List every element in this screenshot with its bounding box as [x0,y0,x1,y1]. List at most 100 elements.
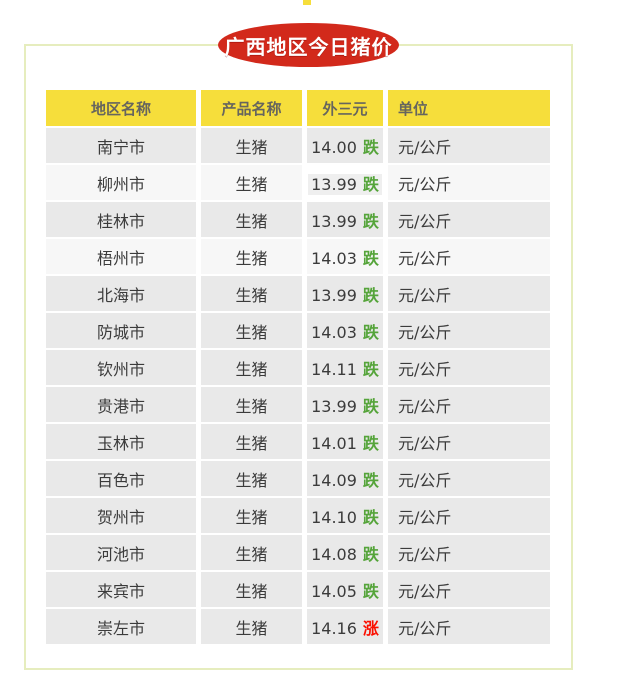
price-number: 14.08 [311,544,357,564]
price-value: 14.08 跌 [311,545,379,564]
product-cell: 生猪 [201,165,302,200]
price-value: 14.10 跌 [311,508,379,527]
price-table: 地区名称 产品名称 外三元 单位 南宁市 生猪 14.00 跌元/公斤 柳州市 生猪 13.99 跌… [41,88,555,646]
region-cell: 北海市 [46,276,196,311]
table-row: 柳州市 生猪 13.99 跌元/公斤 [46,165,550,200]
table-row: 钦州市 生猪 14.11 跌元/公斤 [46,350,550,385]
region-cell: 贺州市 [46,498,196,533]
unit-cell: 元/公斤 [388,276,550,311]
price-value: 13.99 跌 [308,173,382,195]
table-row: 桂林市 生猪 13.99 跌元/公斤 [46,202,550,237]
price-cell: 14.05 跌 [307,572,383,607]
region-cell: 崇左市 [46,609,196,644]
price-number: 14.03 [311,322,357,342]
trend-down-label: 跌 [362,248,379,268]
trend-down-label: 跌 [362,211,379,231]
trend-down-label: 跌 [362,507,379,527]
table-row: 贺州市 生猪 14.10 跌元/公斤 [46,498,550,533]
product-cell: 生猪 [201,498,302,533]
price-value: 13.99 跌 [311,212,379,231]
unit-cell: 元/公斤 [388,239,550,274]
column-header: 地区名称 [46,90,196,126]
price-value: 14.03 跌 [311,249,379,268]
region-cell: 河池市 [46,535,196,570]
unit-cell: 元/公斤 [388,424,550,459]
price-value: 14.09 跌 [311,471,379,490]
table-row: 防城市 生猪 14.03 跌元/公斤 [46,313,550,348]
top-marker-dot [303,0,311,5]
unit-cell: 元/公斤 [388,461,550,496]
price-value: 14.03 跌 [311,323,379,342]
trend-down-label: 跌 [362,322,379,342]
trend-down-label: 跌 [362,174,379,194]
table-row: 梧州市 生猪 14.03 跌元/公斤 [46,239,550,274]
region-cell: 百色市 [46,461,196,496]
price-number: 14.00 [311,137,357,157]
price-cell: 13.99 跌 [307,165,383,200]
product-cell: 生猪 [201,239,302,274]
column-header: 外三元 [307,90,383,126]
price-cell: 13.99 跌 [307,387,383,422]
trend-down-label: 跌 [362,433,379,453]
unit-cell: 元/公斤 [388,128,550,163]
price-cell: 14.00 跌 [307,128,383,163]
product-cell: 生猪 [201,387,302,422]
column-header: 单位 [388,90,550,126]
product-cell: 生猪 [201,572,302,607]
price-value: 13.99 跌 [311,286,379,305]
trend-down-label: 跌 [362,359,379,379]
region-cell: 钦州市 [46,350,196,385]
price-value: 13.99 跌 [311,397,379,416]
trend-down-label: 跌 [362,396,379,416]
product-cell: 生猪 [201,128,302,163]
price-cell: 14.11 跌 [307,350,383,385]
product-cell: 生猪 [201,276,302,311]
price-number: 14.16 [311,618,357,638]
trend-down-label: 跌 [362,581,379,601]
unit-cell: 元/公斤 [388,350,550,385]
price-number: 14.10 [311,507,357,527]
price-value: 14.11 跌 [311,360,379,379]
table-row: 崇左市 生猪 14.16 涨元/公斤 [46,609,550,644]
table-row: 北海市 生猪 13.99 跌元/公斤 [46,276,550,311]
table-row: 河池市 生猪 14.08 跌元/公斤 [46,535,550,570]
product-cell: 生猪 [201,202,302,237]
region-cell: 梧州市 [46,239,196,274]
product-cell: 生猪 [201,313,302,348]
table-header-row: 地区名称 产品名称 外三元 单位 [46,90,550,126]
price-cell: 14.09 跌 [307,461,383,496]
unit-cell: 元/公斤 [388,609,550,644]
price-cell: 13.99 跌 [307,202,383,237]
region-cell: 玉林市 [46,424,196,459]
price-value: 14.05 跌 [311,582,379,601]
price-cell: 14.01 跌 [307,424,383,459]
unit-cell: 元/公斤 [388,202,550,237]
trend-down-label: 跌 [362,137,379,157]
title-badge: 广西地区今日猪价 [218,23,399,67]
price-number: 14.01 [311,433,357,453]
price-number: 13.99 [311,174,357,194]
price-value: 14.01 跌 [311,434,379,453]
price-cell: 14.03 跌 [307,313,383,348]
unit-cell: 元/公斤 [388,498,550,533]
table-row: 贵港市 生猪 13.99 跌元/公斤 [46,387,550,422]
price-cell: 13.99 跌 [307,276,383,311]
region-cell: 南宁市 [46,128,196,163]
product-cell: 生猪 [201,350,302,385]
product-cell: 生猪 [201,461,302,496]
price-cell: 14.03 跌 [307,239,383,274]
price-cell: 14.08 跌 [307,535,383,570]
trend-down-label: 跌 [362,285,379,305]
trend-down-label: 跌 [362,544,379,564]
page-title: 广西地区今日猪价 [224,34,393,59]
column-header: 产品名称 [201,90,302,126]
region-cell: 来宾市 [46,572,196,607]
price-value: 14.16 涨 [311,619,379,638]
region-cell: 桂林市 [46,202,196,237]
region-cell: 防城市 [46,313,196,348]
product-cell: 生猪 [201,535,302,570]
product-cell: 生猪 [201,609,302,644]
price-number: 14.11 [311,359,357,379]
region-cell: 柳州市 [46,165,196,200]
price-value: 14.00 跌 [311,138,379,157]
